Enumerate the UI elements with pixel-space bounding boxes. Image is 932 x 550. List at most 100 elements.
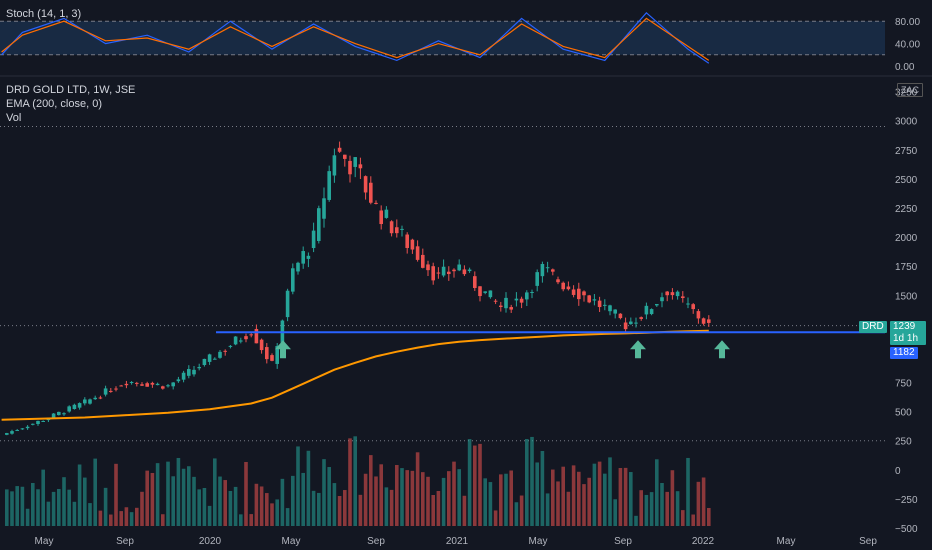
volume-bar xyxy=(597,461,602,526)
volume-bar xyxy=(603,473,607,526)
volume-bar xyxy=(187,466,191,526)
candle-body xyxy=(701,318,706,324)
candle-body xyxy=(202,358,207,366)
candle-body xyxy=(410,239,415,250)
candle-body xyxy=(504,297,508,309)
candle-body xyxy=(129,382,134,384)
volume-bar xyxy=(608,457,612,526)
candle-body xyxy=(166,385,170,387)
volume-bar xyxy=(421,472,425,526)
volume-bar xyxy=(696,481,701,526)
annotation-arrows xyxy=(275,340,730,359)
candle-body xyxy=(244,336,248,340)
candle-body xyxy=(691,304,695,310)
candle-body xyxy=(431,266,435,281)
stoch-tick: 40.00 xyxy=(895,40,920,51)
volume-bar xyxy=(301,472,305,526)
time-axis[interactable]: May Sep 2020 May Sep 2021 May Sep 2022 May Sep xyxy=(35,536,878,547)
volume-bar xyxy=(192,476,196,526)
candles xyxy=(5,141,711,436)
candle-body xyxy=(343,154,347,159)
candle-body xyxy=(301,251,305,264)
candle-body xyxy=(291,268,295,292)
price-tick: 1500 xyxy=(895,291,918,302)
volume-bar xyxy=(239,514,243,526)
candle-body xyxy=(249,334,253,336)
volume-bar xyxy=(462,495,467,526)
volume-bar xyxy=(410,470,415,526)
stoch-legend[interactable]: Stoch (14, 1, 3) xyxy=(6,8,82,20)
candle-body xyxy=(171,382,175,387)
volume-bar xyxy=(275,499,279,526)
candle-body xyxy=(72,404,77,409)
time-tick: May xyxy=(777,536,796,547)
candle-body xyxy=(681,296,685,299)
volume-bar xyxy=(145,470,149,526)
candle-body xyxy=(488,290,493,298)
price-axis[interactable]: 3250300027502500225020001750150010007505… xyxy=(895,17,920,535)
candle-body xyxy=(348,160,352,175)
candle-body xyxy=(322,198,326,219)
volume-bar xyxy=(665,491,669,526)
candle-body xyxy=(265,347,269,360)
volume-bar xyxy=(551,469,555,526)
candle-body xyxy=(337,147,342,152)
last-price-tag: 1239 1d 1h xyxy=(890,321,926,345)
candle-body xyxy=(145,383,149,387)
volume-bar xyxy=(249,514,253,526)
time-tick: May xyxy=(35,536,54,547)
volume-bar xyxy=(259,486,264,526)
candle-body xyxy=(540,264,545,277)
candle-body xyxy=(228,345,233,347)
candle-body xyxy=(270,355,274,361)
volume-bar xyxy=(525,439,529,526)
time-tick: Sep xyxy=(614,536,632,547)
ema-line xyxy=(1,329,709,421)
price-tick: 0 xyxy=(895,466,901,477)
candle-body xyxy=(551,269,555,272)
volume-bar xyxy=(447,471,451,526)
candle-body xyxy=(259,339,264,351)
price-tick: 2250 xyxy=(895,204,918,215)
volume-bar xyxy=(5,489,9,526)
volume-bar xyxy=(10,491,14,526)
stoch-tick: 80.00 xyxy=(895,17,920,28)
symbol-title[interactable]: DRD GOLD LTD, 1W, JSE xyxy=(6,84,136,96)
candle-body xyxy=(571,289,576,295)
volume-bar xyxy=(291,475,295,526)
ema-series xyxy=(1,329,709,421)
volume-bar xyxy=(467,439,472,526)
candle-body xyxy=(639,317,643,319)
volume-bar xyxy=(311,490,316,526)
volume-bar xyxy=(296,446,300,526)
volume-bar xyxy=(155,463,160,526)
stoch-panel xyxy=(0,11,932,77)
volume-bar xyxy=(473,445,477,526)
candle-body xyxy=(457,264,461,271)
currency-badge[interactable]: ZAC xyxy=(897,83,923,97)
price-tick: −250 xyxy=(895,495,918,506)
candle-body xyxy=(447,271,451,275)
candle-body xyxy=(675,291,680,297)
stoch-tick: 0.00 xyxy=(895,62,915,73)
volume-bar xyxy=(98,510,103,526)
volume-bar xyxy=(306,450,311,526)
volume-bar xyxy=(691,514,695,526)
candle-body xyxy=(665,291,669,296)
candle-body xyxy=(77,403,82,408)
volume-bar xyxy=(62,477,66,526)
candle-body xyxy=(187,369,191,376)
last-price: 1239 xyxy=(893,321,916,332)
volume-bar xyxy=(51,491,56,526)
stoch-series-d xyxy=(1,17,710,61)
ema-legend[interactable]: EMA (200, close, 0) xyxy=(6,98,102,110)
time-tick: 2022 xyxy=(692,536,715,547)
volume-bar xyxy=(395,465,399,526)
vol-legend[interactable]: Vol xyxy=(6,112,22,124)
volume-bar xyxy=(629,472,633,526)
price-tick: 750 xyxy=(895,379,912,390)
candle-body xyxy=(207,354,212,362)
volume-bar xyxy=(556,481,560,526)
volume-bar xyxy=(135,507,139,526)
